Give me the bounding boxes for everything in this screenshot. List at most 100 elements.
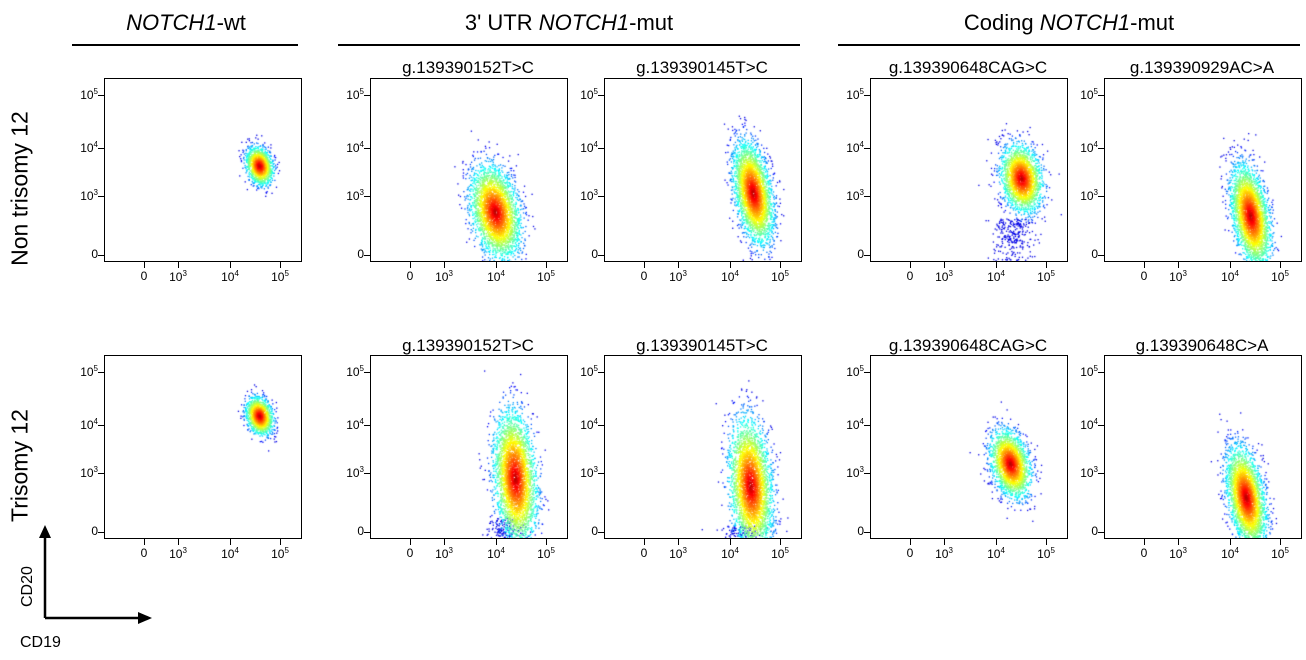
- y-tick-label: 103: [580, 188, 598, 203]
- x-tick-mark: [910, 539, 911, 545]
- x-tick-label: 0: [1140, 546, 1148, 560]
- x-tick-mark: [1178, 539, 1179, 545]
- x-tick-label: 105: [1271, 546, 1289, 561]
- y-tick-label: 104: [346, 140, 364, 155]
- group-title-utr: 3' UTR NOTCH1-mut: [464, 10, 674, 35]
- row-label-trisomy: Trisomy 12: [6, 409, 33, 522]
- y-tick-label: 104: [80, 140, 98, 155]
- scatter-points: [105, 356, 301, 538]
- y-tick-mark: [1098, 95, 1104, 96]
- y-tick-mark: [364, 196, 370, 197]
- scatter-panel: [604, 78, 802, 262]
- x-tick-label: 105: [537, 546, 555, 561]
- scatter-panel: [370, 78, 568, 262]
- x-tick-label: 0: [640, 546, 648, 560]
- y-tick-mark: [1098, 425, 1104, 426]
- scatter-panel: [104, 78, 302, 262]
- x-tick-mark: [1144, 262, 1145, 268]
- y-tick-mark: [364, 95, 370, 96]
- y-tick-label: 105: [580, 364, 598, 379]
- x-tick-mark: [1144, 539, 1145, 545]
- x-tick-label: 0: [140, 546, 148, 560]
- x-tick-mark: [178, 539, 179, 545]
- y-tick-mark: [364, 372, 370, 373]
- x-tick-label: 104: [221, 269, 239, 284]
- y-tick-mark: [864, 95, 870, 96]
- x-tick-mark: [178, 262, 179, 268]
- y-tick-mark: [864, 425, 870, 426]
- x-tick-label: 105: [271, 269, 289, 284]
- panel-title: g.139390648CAG>C: [888, 336, 1048, 355]
- x-tick-label: 103: [935, 269, 953, 284]
- y-tick-mark: [98, 473, 104, 474]
- y-tick-mark: [98, 196, 104, 197]
- scatter-points: [1105, 79, 1301, 261]
- x-tick-label: 103: [935, 546, 953, 561]
- y-tick-mark: [364, 532, 370, 533]
- panel-title: g.139390152T>C: [402, 336, 534, 355]
- y-tick-mark: [364, 425, 370, 426]
- group-title-coding: Coding NOTCH1-mut: [963, 10, 1175, 35]
- axis-arrows: [39, 525, 152, 624]
- y-tick-mark: [598, 372, 604, 373]
- scatter-panel: [1104, 355, 1302, 539]
- y-tick-label: 104: [580, 417, 598, 432]
- x-tick-label: 105: [1271, 269, 1289, 284]
- x-tick-mark: [780, 262, 781, 268]
- y-tick-label: 104: [1080, 140, 1098, 155]
- x-tick-label: 104: [1221, 546, 1239, 561]
- y-tick-mark: [598, 473, 604, 474]
- panel-title: g.139390145T>C: [636, 58, 768, 77]
- y-tick-label: 104: [80, 417, 98, 432]
- y-tick-mark: [1098, 196, 1104, 197]
- x-tick-label: 104: [721, 546, 739, 561]
- y-tick-mark: [598, 255, 604, 256]
- y-tick-label: 0: [357, 247, 364, 261]
- x-tick-label: 0: [140, 269, 148, 283]
- y-tick-mark: [598, 532, 604, 533]
- scatter-points: [871, 356, 1067, 538]
- x-tick-label: 103: [669, 269, 687, 284]
- x-tick-label: 0: [406, 269, 414, 283]
- scatter-panel: [1104, 78, 1302, 262]
- scatter-points: [1105, 356, 1301, 538]
- group-title-wt: NOTCH1-wt: [126, 10, 246, 35]
- x-tick-mark: [1178, 262, 1179, 268]
- x-tick-mark: [144, 262, 145, 268]
- scatter-points: [871, 79, 1067, 261]
- scatter-panel: [870, 355, 1068, 539]
- x-tick-mark: [944, 539, 945, 545]
- y-tick-mark: [864, 532, 870, 533]
- x-tick-mark: [1280, 539, 1281, 545]
- y-tick-mark: [598, 425, 604, 426]
- x-tick-label: 105: [771, 269, 789, 284]
- x-tick-label: 104: [721, 269, 739, 284]
- x-tick-mark: [730, 262, 731, 268]
- y-tick-label: 105: [846, 87, 864, 102]
- scatter-points: [605, 356, 801, 538]
- x-tick-mark: [1280, 262, 1281, 268]
- x-tick-mark: [730, 539, 731, 545]
- panel-title: g.139390145T>C: [636, 336, 768, 355]
- y-tick-label: 0: [357, 524, 364, 538]
- y-tick-mark: [1098, 372, 1104, 373]
- x-tick-mark: [1046, 262, 1047, 268]
- x-tick-label: 103: [169, 269, 187, 284]
- x-tick-mark: [546, 539, 547, 545]
- x-tick-mark: [944, 262, 945, 268]
- y-tick-mark: [1098, 148, 1104, 149]
- y-tick-mark: [98, 425, 104, 426]
- x-tick-mark: [444, 539, 445, 545]
- x-tick-mark: [644, 539, 645, 545]
- scatter-points: [371, 79, 567, 261]
- x-tick-mark: [280, 539, 281, 545]
- y-tick-mark: [98, 255, 104, 256]
- y-tick-mark: [364, 148, 370, 149]
- y-tick-label: 103: [1080, 188, 1098, 203]
- x-tick-label: 103: [1169, 546, 1187, 561]
- x-tick-label: 103: [435, 269, 453, 284]
- y-tick-label: 0: [591, 247, 598, 261]
- y-tick-label: 105: [346, 87, 364, 102]
- x-tick-mark: [496, 539, 497, 545]
- x-tick-mark: [678, 262, 679, 268]
